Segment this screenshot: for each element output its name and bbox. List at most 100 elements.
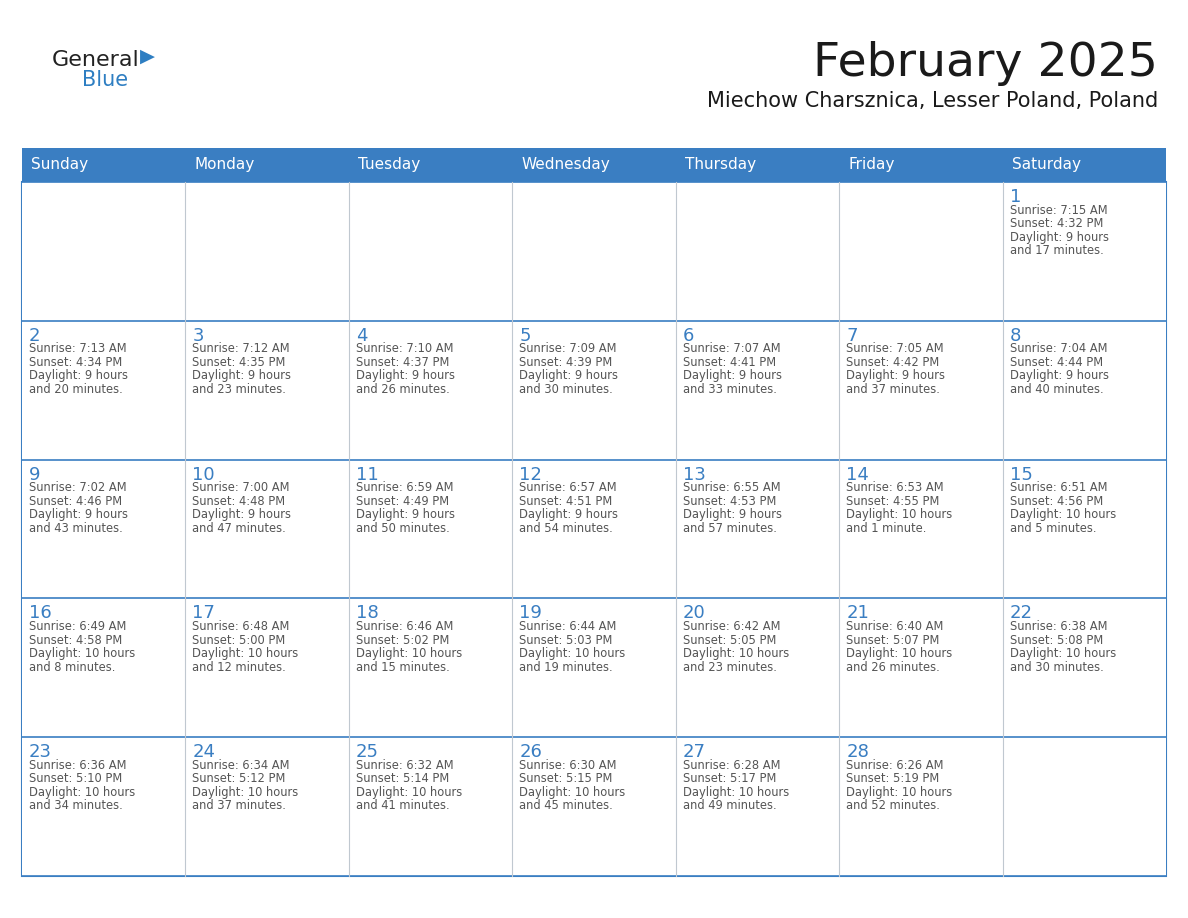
Text: and 23 minutes.: and 23 minutes. [683, 661, 777, 674]
Text: and 57 minutes.: and 57 minutes. [683, 521, 777, 535]
Bar [676, 599, 839, 737]
Text: Sunrise: 7:15 AM: Sunrise: 7:15 AM [1010, 204, 1107, 217]
Text: Daylight: 9 hours: Daylight: 9 hours [356, 509, 455, 521]
Text: Daylight: 9 hours: Daylight: 9 hours [1010, 230, 1108, 243]
Text: and 37 minutes.: and 37 minutes. [192, 800, 286, 812]
Text: Tuesday: Tuesday [358, 158, 421, 173]
Text: 10: 10 [192, 465, 215, 484]
Text: General: General [52, 50, 140, 70]
Text: Blue: Blue [82, 70, 128, 90]
Text: Sunset: 4:55 PM: Sunset: 4:55 PM [846, 495, 940, 508]
Text: Sunset: 4:49 PM: Sunset: 4:49 PM [356, 495, 449, 508]
Text: and 26 minutes.: and 26 minutes. [846, 661, 940, 674]
Text: and 49 minutes.: and 49 minutes. [683, 800, 776, 812]
Text: and 23 minutes.: and 23 minutes. [192, 383, 286, 396]
Bar [1003, 737, 1165, 876]
Text: Friday: Friday [848, 158, 895, 173]
Bar [839, 182, 1003, 320]
Text: Sunrise: 6:34 AM: Sunrise: 6:34 AM [192, 759, 290, 772]
Text: Sunrise: 6:44 AM: Sunrise: 6:44 AM [519, 620, 617, 633]
Text: Daylight: 10 hours: Daylight: 10 hours [519, 786, 626, 799]
Text: and 26 minutes.: and 26 minutes. [356, 383, 449, 396]
Text: Sunday: Sunday [31, 158, 88, 173]
Text: Sunrise: 6:48 AM: Sunrise: 6:48 AM [192, 620, 290, 633]
Text: and 50 minutes.: and 50 minutes. [356, 521, 449, 535]
Text: Sunrise: 6:38 AM: Sunrise: 6:38 AM [1010, 620, 1107, 633]
Bar [1003, 148, 1165, 182]
Text: Daylight: 9 hours: Daylight: 9 hours [1010, 370, 1108, 383]
Text: Sunrise: 7:04 AM: Sunrise: 7:04 AM [1010, 342, 1107, 355]
Bar [512, 182, 676, 320]
Bar [1003, 320, 1165, 460]
Text: 13: 13 [683, 465, 706, 484]
Text: Sunrise: 6:49 AM: Sunrise: 6:49 AM [29, 620, 126, 633]
Bar [349, 737, 512, 876]
Bar [839, 599, 1003, 737]
Text: Sunset: 4:44 PM: Sunset: 4:44 PM [1010, 356, 1102, 369]
Text: 1: 1 [1010, 188, 1020, 206]
Text: 9: 9 [29, 465, 40, 484]
Text: Sunrise: 6:59 AM: Sunrise: 6:59 AM [356, 481, 454, 494]
Text: 21: 21 [846, 604, 868, 622]
Text: Daylight: 9 hours: Daylight: 9 hours [519, 509, 618, 521]
Text: Sunrise: 6:46 AM: Sunrise: 6:46 AM [356, 620, 454, 633]
Text: Sunset: 5:05 PM: Sunset: 5:05 PM [683, 633, 776, 646]
Text: 18: 18 [356, 604, 379, 622]
Bar [676, 737, 839, 876]
Bar [23, 320, 185, 460]
Text: Sunrise: 6:40 AM: Sunrise: 6:40 AM [846, 620, 943, 633]
Text: and 40 minutes.: and 40 minutes. [1010, 383, 1104, 396]
Text: and 20 minutes.: and 20 minutes. [29, 383, 122, 396]
Text: and 33 minutes.: and 33 minutes. [683, 383, 777, 396]
Bar [512, 599, 676, 737]
Text: and 52 minutes.: and 52 minutes. [846, 800, 940, 812]
Bar [676, 148, 839, 182]
Text: Sunset: 4:32 PM: Sunset: 4:32 PM [1010, 218, 1102, 230]
Text: Sunrise: 6:55 AM: Sunrise: 6:55 AM [683, 481, 781, 494]
Text: Sunrise: 6:32 AM: Sunrise: 6:32 AM [356, 759, 454, 772]
Bar [839, 320, 1003, 460]
Text: 14: 14 [846, 465, 868, 484]
Text: and 30 minutes.: and 30 minutes. [519, 383, 613, 396]
Text: Sunrise: 6:51 AM: Sunrise: 6:51 AM [1010, 481, 1107, 494]
Bar [349, 182, 512, 320]
Text: and 41 minutes.: and 41 minutes. [356, 800, 449, 812]
Bar [512, 460, 676, 599]
Text: 19: 19 [519, 604, 542, 622]
Text: Sunset: 4:39 PM: Sunset: 4:39 PM [519, 356, 613, 369]
Text: 3: 3 [192, 327, 204, 345]
Text: Sunset: 5:12 PM: Sunset: 5:12 PM [192, 772, 286, 786]
Bar [512, 148, 676, 182]
Text: Sunset: 5:10 PM: Sunset: 5:10 PM [29, 772, 122, 786]
Text: Sunrise: 7:00 AM: Sunrise: 7:00 AM [192, 481, 290, 494]
Text: Daylight: 9 hours: Daylight: 9 hours [29, 509, 128, 521]
Text: Sunset: 4:46 PM: Sunset: 4:46 PM [29, 495, 122, 508]
Bar [1003, 599, 1165, 737]
Bar [349, 460, 512, 599]
Bar [349, 320, 512, 460]
Text: 11: 11 [356, 465, 379, 484]
Text: Sunrise: 6:57 AM: Sunrise: 6:57 AM [519, 481, 617, 494]
Text: Daylight: 9 hours: Daylight: 9 hours [683, 509, 782, 521]
Bar [1003, 182, 1165, 320]
Text: Sunrise: 7:12 AM: Sunrise: 7:12 AM [192, 342, 290, 355]
Bar [349, 148, 512, 182]
Text: 2: 2 [29, 327, 40, 345]
Text: Daylight: 9 hours: Daylight: 9 hours [29, 370, 128, 383]
Bar [23, 148, 185, 182]
Text: Sunrise: 6:36 AM: Sunrise: 6:36 AM [29, 759, 126, 772]
Text: Sunset: 4:53 PM: Sunset: 4:53 PM [683, 495, 776, 508]
Text: Sunset: 5:07 PM: Sunset: 5:07 PM [846, 633, 940, 646]
Text: Sunrise: 6:53 AM: Sunrise: 6:53 AM [846, 481, 943, 494]
Text: Sunset: 5:17 PM: Sunset: 5:17 PM [683, 772, 776, 786]
Text: Sunrise: 7:07 AM: Sunrise: 7:07 AM [683, 342, 781, 355]
Text: and 5 minutes.: and 5 minutes. [1010, 521, 1097, 535]
Text: 4: 4 [356, 327, 367, 345]
Text: Daylight: 10 hours: Daylight: 10 hours [683, 647, 789, 660]
Bar [676, 320, 839, 460]
Text: Sunrise: 7:13 AM: Sunrise: 7:13 AM [29, 342, 127, 355]
Bar [185, 182, 349, 320]
Text: and 47 minutes.: and 47 minutes. [192, 521, 286, 535]
Bar [185, 599, 349, 737]
Bar [1003, 460, 1165, 599]
